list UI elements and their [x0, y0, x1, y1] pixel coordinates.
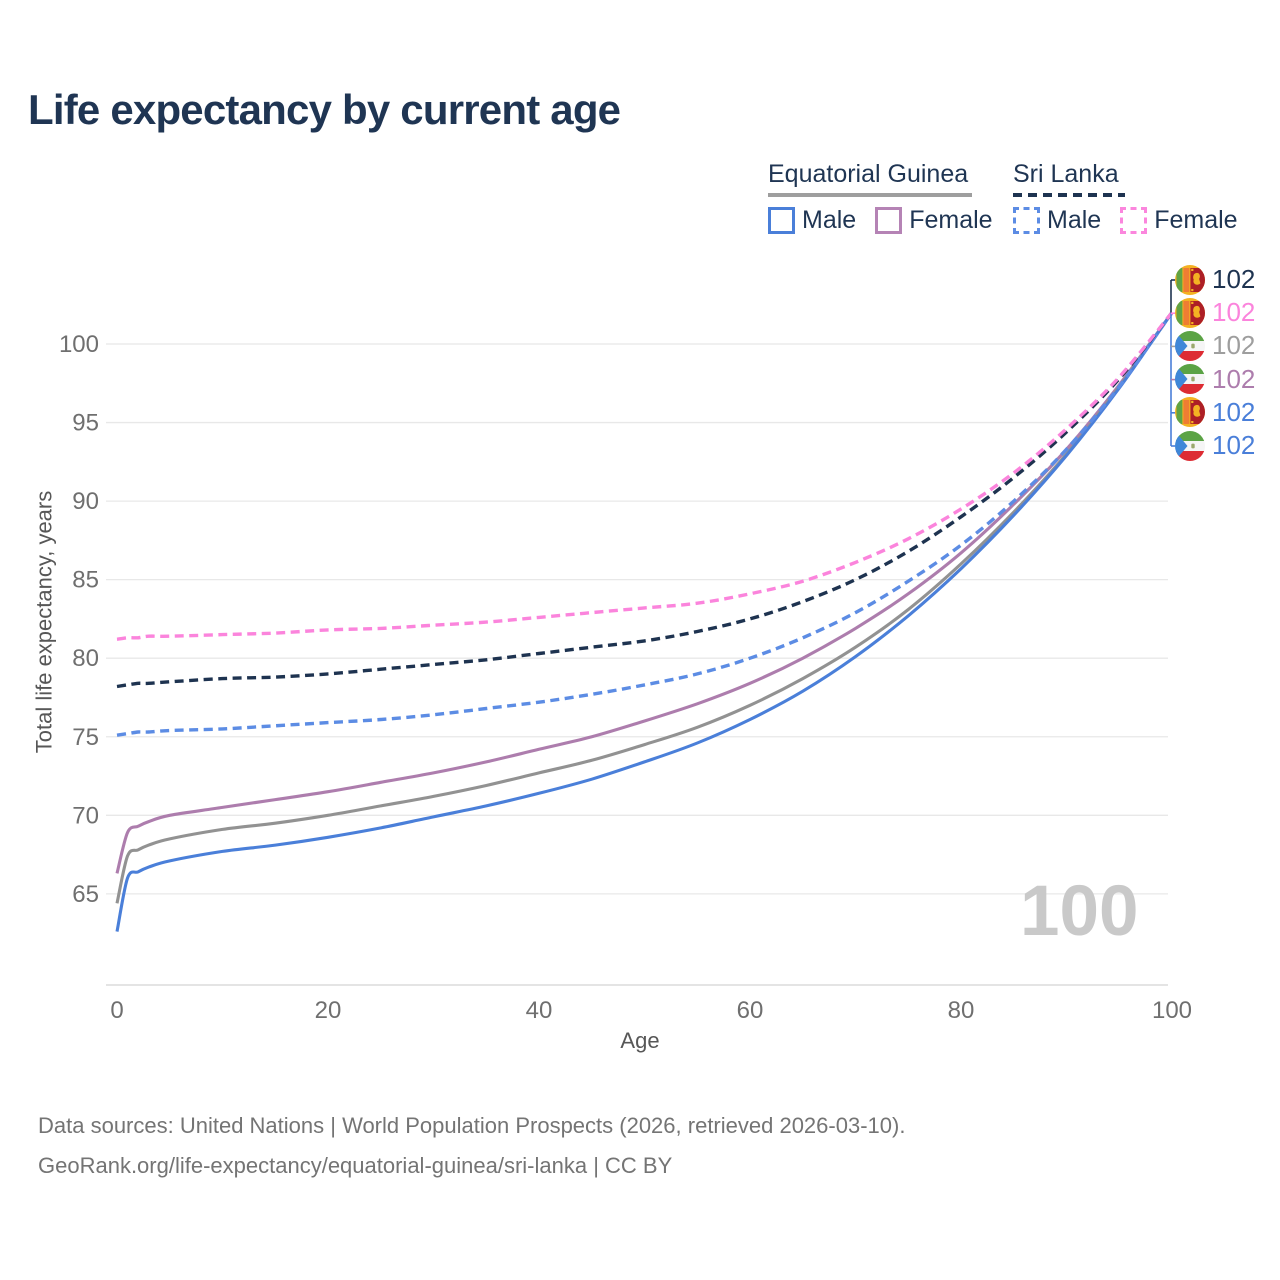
y-tick-label: 85	[72, 567, 99, 594]
end-label-value: 102	[1212, 264, 1256, 295]
legend-item-sl-male[interactable]: Male	[1013, 206, 1101, 235]
y-tick-label: 90	[72, 488, 99, 515]
footer-data-sources: Data sources: United Nations | World Pop…	[38, 1113, 906, 1138]
end-label-row: 102	[1175, 329, 1255, 362]
footer: Data sources: United Nations | World Pop…	[38, 1106, 905, 1186]
legend-group-equatorial-guinea: Equatorial Guinea Male Female	[768, 160, 993, 235]
y-tick-label: 100	[59, 331, 99, 358]
legend-group-sri-lanka: Sri Lanka Male Female	[1013, 160, 1238, 235]
end-label-row: 102	[1175, 263, 1255, 296]
y-tick-label: 95	[72, 410, 99, 437]
series-line-equatorial-guinea[interactable]	[115, 311, 1174, 904]
y-axis-title: Total life expectancy, years	[31, 490, 57, 754]
x-tick-label: 20	[315, 997, 342, 1024]
legend-country-equatorial-guinea[interactable]: Equatorial Guinea	[768, 160, 969, 188]
hover-age-watermark: 100	[1020, 872, 1139, 951]
end-label-value: 102	[1212, 330, 1256, 361]
legend-item-label: Male	[802, 206, 857, 234]
sri-lanka-flag-icon	[1175, 397, 1205, 428]
legend-item-eq-female[interactable]: Female	[875, 206, 993, 235]
end-label-row: 102	[1175, 363, 1255, 396]
end-label-row: 102	[1175, 396, 1255, 429]
series-end-labels: 102 102 102 102 102 102	[1175, 263, 1255, 462]
end-label-value: 102	[1212, 430, 1256, 461]
x-tick-label: 40	[526, 997, 553, 1024]
legend-item-eq-male[interactable]: Male	[768, 206, 856, 235]
equatorial-guinea-flag-icon	[1175, 330, 1205, 361]
legend-country-sri-lanka[interactable]: Sri Lanka	[1013, 160, 1119, 188]
y-tick-label: 65	[72, 881, 99, 908]
series-line-sri-lanka[interactable]	[116, 311, 1174, 689]
legend-item-label: Male	[1047, 206, 1102, 234]
equatorial-guinea-flag-icon	[1175, 364, 1205, 395]
y-tick-label: 75	[72, 724, 99, 751]
sri-lanka-flag-icon	[1175, 297, 1205, 328]
sl-male-swatch-icon	[1013, 207, 1040, 234]
eq-male-swatch-icon	[768, 207, 795, 234]
x-tick-label: 0	[110, 997, 123, 1024]
y-tick-label: 80	[72, 645, 99, 672]
end-label-value: 102	[1212, 396, 1256, 427]
legend-underline-solid	[768, 193, 972, 197]
legend-item-label: Female	[1154, 206, 1238, 234]
x-tick-label: 100	[1152, 997, 1192, 1024]
x-tick-label: 60	[737, 997, 764, 1024]
series-line-equatorial-guinea-male[interactable]	[115, 311, 1174, 932]
sri-lanka-flag-icon	[1175, 264, 1205, 295]
end-label-row: 102	[1175, 296, 1255, 329]
end-label-row: 102	[1175, 429, 1255, 462]
equatorial-guinea-flag-icon	[1175, 430, 1205, 461]
legend-item-label: Female	[909, 206, 993, 234]
legend-item-sl-female[interactable]: Female	[1120, 206, 1238, 235]
series-line-sri-lanka-female[interactable]	[116, 311, 1174, 641]
end-label-value: 102	[1212, 297, 1256, 328]
footer-attribution: GeoRank.org/life-expectancy/equatorial-g…	[38, 1153, 673, 1178]
series-line-sri-lanka-male[interactable]	[116, 311, 1174, 737]
legend-underline-dashed	[1013, 193, 1125, 197]
x-axis-title: Age	[620, 1028, 660, 1053]
y-tick-label: 70	[72, 802, 99, 829]
series-line-equatorial-guinea-female[interactable]	[115, 311, 1174, 874]
eq-female-swatch-icon	[875, 207, 903, 234]
sl-female-swatch-icon	[1120, 207, 1148, 234]
page-title: Life expectancy by current age	[28, 86, 621, 133]
end-label-value: 102	[1212, 363, 1256, 394]
x-tick-label: 80	[948, 997, 975, 1024]
